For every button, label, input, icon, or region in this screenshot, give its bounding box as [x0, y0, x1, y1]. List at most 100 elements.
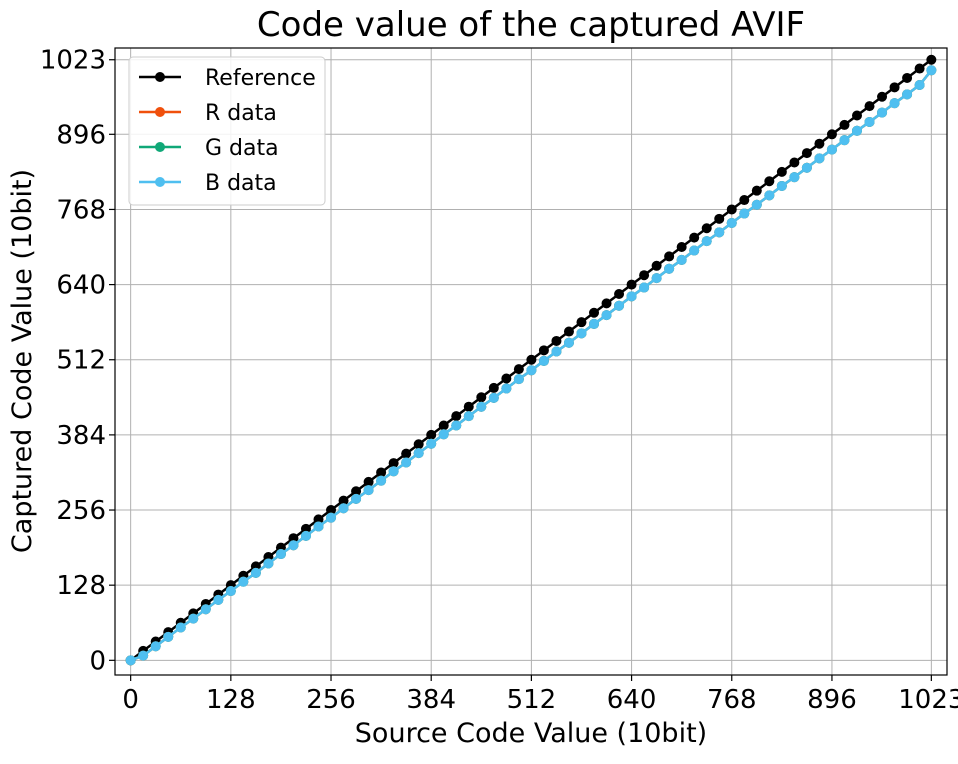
data-point-b-data	[501, 383, 512, 394]
data-point-b-data	[764, 190, 775, 201]
data-point-b-data	[639, 282, 650, 293]
data-point-b-data	[589, 318, 600, 329]
legend-item-b-data: B data	[139, 171, 277, 196]
data-point-b-data	[313, 521, 324, 532]
data-point-reference	[814, 138, 825, 149]
data-point-b-data	[776, 180, 787, 191]
data-point-b-data	[150, 641, 161, 652]
x-tick-label: 896	[807, 685, 857, 715]
data-point-reference	[513, 364, 524, 375]
data-point-b-data	[851, 125, 862, 136]
data-point-reference	[839, 119, 850, 130]
data-point-b-data	[376, 475, 387, 486]
data-point-b-data	[626, 291, 637, 302]
data-point-reference	[664, 251, 675, 262]
data-point-reference	[363, 476, 374, 487]
data-point-b-data	[864, 116, 875, 127]
y-tick-label: 384	[56, 421, 106, 451]
data-point-reference	[551, 335, 562, 346]
data-point-reference	[413, 439, 424, 450]
y-tick-label: 0	[89, 646, 106, 676]
data-point-b-data	[363, 485, 374, 496]
data-point-reference	[826, 129, 837, 140]
data-point-b-data	[914, 79, 925, 90]
data-point-reference	[676, 242, 687, 253]
data-point-reference	[864, 101, 875, 112]
legend-label: G data	[205, 136, 279, 161]
data-point-b-data	[889, 98, 900, 109]
x-tick-label: 1023	[898, 685, 958, 715]
data-point-b-data	[751, 199, 762, 210]
data-point-b-data	[426, 438, 437, 449]
data-point-reference	[776, 166, 787, 177]
data-point-reference	[288, 533, 299, 544]
data-point-reference	[726, 204, 737, 215]
y-axis-label: Captured Code Value (10bit)	[7, 169, 38, 553]
legend-label: Reference	[205, 66, 316, 91]
data-point-b-data	[739, 208, 750, 219]
data-point-reference	[501, 373, 512, 384]
data-point-b-data	[551, 346, 562, 357]
data-point-reference	[714, 213, 725, 224]
data-point-reference	[739, 195, 750, 206]
data-point-b-data	[188, 613, 199, 624]
legend-item-r-data: R data	[139, 101, 277, 126]
x-tick-label: 768	[707, 685, 757, 715]
chart-title: Code value of the captured AVIF	[257, 5, 805, 45]
data-point-reference	[764, 176, 775, 187]
data-point-reference	[338, 495, 349, 506]
data-point-b-data	[601, 310, 612, 321]
x-tick-label: 384	[406, 685, 456, 715]
data-point-b-data	[238, 576, 249, 587]
data-point-reference	[889, 82, 900, 93]
data-point-reference	[651, 260, 662, 271]
legend-marker	[155, 107, 165, 117]
data-point-b-data	[614, 300, 625, 311]
data-point-b-data	[513, 374, 524, 385]
data-point-b-data	[275, 549, 286, 560]
data-point-b-data	[300, 530, 311, 541]
data-point-b-data	[726, 217, 737, 228]
data-point-reference	[639, 270, 650, 281]
data-point-reference	[538, 345, 549, 356]
data-point-b-data	[213, 594, 224, 605]
data-point-b-data	[538, 355, 549, 366]
data-point-reference	[351, 486, 362, 497]
data-point-reference	[438, 420, 449, 431]
data-point-reference	[526, 354, 537, 365]
data-point-reference	[614, 288, 625, 299]
data-point-reference	[488, 382, 499, 393]
y-tick-label: 128	[56, 571, 106, 601]
x-axis-label: Source Code Value (10bit)	[355, 718, 707, 749]
x-tick-label: 256	[306, 685, 356, 715]
data-point-reference	[300, 523, 311, 534]
y-tick-label: 640	[56, 271, 106, 301]
data-point-b-data	[801, 162, 812, 173]
data-point-reference	[376, 467, 387, 478]
data-point-reference	[914, 63, 925, 74]
data-point-b-data	[263, 558, 274, 569]
data-point-b-data	[326, 512, 337, 523]
data-point-reference	[589, 307, 600, 318]
data-point-b-data	[576, 328, 587, 339]
data-point-b-data	[676, 254, 687, 265]
data-point-b-data	[714, 227, 725, 238]
data-point-b-data	[563, 337, 574, 348]
data-point-b-data	[413, 448, 424, 459]
data-point-reference	[426, 429, 437, 440]
y-tick-label: 256	[56, 496, 106, 526]
data-point-reference	[388, 458, 399, 469]
legend-frame	[128, 56, 326, 206]
data-point-reference	[789, 157, 800, 168]
legend-item-g-data: G data	[139, 136, 279, 161]
y-tick-label: 1023	[40, 46, 106, 76]
ticks: 0 128 256 384 512 640 768 896 1023 0 128 256 384 512 6…	[40, 46, 958, 715]
legend-label: B data	[205, 171, 277, 196]
data-point-reference	[801, 148, 812, 159]
y-tick-label: 896	[56, 120, 106, 150]
data-point-b-data	[288, 540, 299, 551]
data-point-b-data	[789, 172, 800, 183]
data-point-reference	[701, 223, 712, 234]
